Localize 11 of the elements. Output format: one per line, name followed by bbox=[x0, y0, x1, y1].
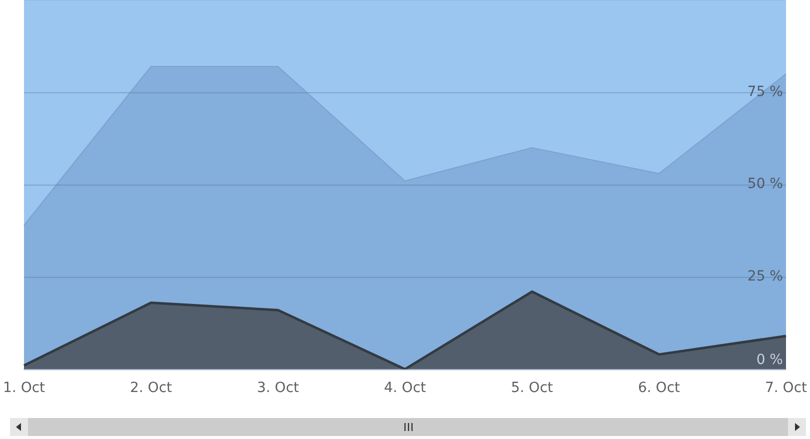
y-tick-label: 50 % bbox=[747, 176, 783, 192]
x-tick-label: 2. Oct bbox=[130, 380, 173, 396]
y-tick-label: 25 % bbox=[747, 268, 783, 285]
x-tick-label: 4. Oct bbox=[384, 380, 427, 396]
y-tick-label: 75 % bbox=[747, 84, 783, 100]
y-tick-label: 0 % bbox=[756, 352, 783, 368]
x-tick-label: 5. Oct bbox=[510, 380, 554, 396]
x-tick-label: 1. Oct bbox=[3, 380, 46, 396]
x-tick-label: 7. Oct bbox=[764, 380, 808, 396]
x-tick-label: 3. Oct bbox=[256, 380, 300, 396]
x-tick-label: 6. Oct bbox=[638, 380, 681, 396]
